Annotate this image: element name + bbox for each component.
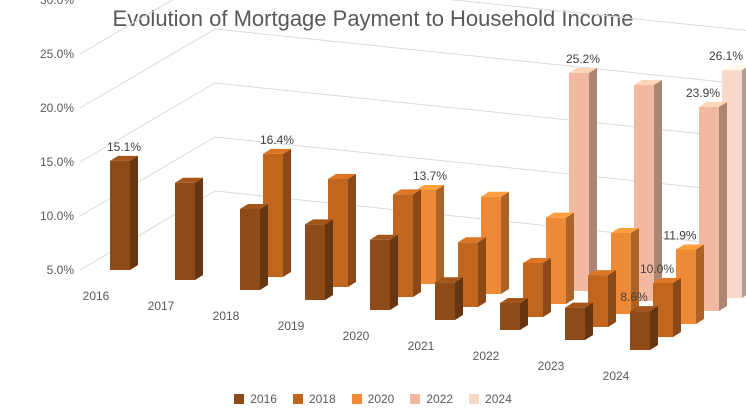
data-label: 25.2%: [566, 52, 600, 66]
y-tick-label: 30.0%: [40, 0, 74, 7]
legend-label: 2018: [308, 392, 336, 406]
legend-swatch: [351, 394, 362, 404]
legend-label: 2016: [250, 392, 277, 406]
legend-label: 2022: [426, 392, 454, 406]
gridline: [79, 0, 746, 55]
legend-item: 2022: [410, 392, 453, 406]
bar: [435, 277, 463, 320]
x-tick-label: 2022: [473, 349, 500, 363]
x-tick-label: 2024: [603, 369, 630, 383]
bar: [500, 298, 528, 330]
x-tick-label: 2019: [278, 319, 305, 333]
x-tick-label: 2018: [213, 309, 240, 323]
x-tick-label: 2021: [408, 339, 435, 353]
legend-label: 2024: [485, 392, 512, 406]
chart-title: Evolution of Mortgage Payment to Househo…: [112, 6, 634, 31]
legend-item: 2016: [234, 392, 277, 406]
bar: [630, 306, 658, 350]
data-label: 10.0%: [640, 262, 674, 276]
gridline: [79, 28, 746, 109]
gridline: [79, 82, 746, 163]
data-label: 8.6%: [620, 290, 648, 304]
data-label: 16.4%: [260, 133, 294, 147]
legend-swatch: [469, 394, 480, 404]
y-tick-label: 15.0%: [40, 155, 74, 169]
x-tick-label: 2020: [343, 329, 370, 343]
bar: [305, 219, 333, 300]
legend-item: 2024: [469, 392, 512, 406]
legend: 2016 2018 2020 2022 2024: [0, 392, 746, 406]
bar: [370, 234, 398, 310]
legend-item: 2018: [292, 392, 336, 406]
legend-swatch: [410, 394, 421, 404]
y-tick-label: 5.0%: [47, 263, 75, 277]
bar: [110, 155, 138, 270]
data-label: 11.9%: [663, 228, 696, 242]
y-tick-label: 25.0%: [40, 47, 74, 61]
bar: [240, 204, 268, 290]
bar: [175, 177, 203, 280]
chart-canvas: 5.0% 10.0% 15.0% 20.0% 25.0% 30.0% 2016 2017 201…: [40, 0, 746, 383]
y-tick-label: 10.0%: [40, 209, 74, 223]
x-tick-label: 2023: [538, 359, 565, 373]
data-label: 15.1%: [107, 140, 141, 154]
legend-swatch: [292, 394, 303, 404]
legend-item: 2020: [351, 392, 395, 406]
bar: [565, 302, 593, 340]
data-label: 13.7%: [413, 169, 447, 183]
y-tick-label: 20.0%: [40, 101, 74, 115]
legend-swatch: [234, 394, 245, 404]
x-tick-label: 2016: [83, 289, 110, 303]
data-label: 26.1%: [709, 49, 743, 63]
x-tick-label: 2017: [148, 299, 175, 313]
legend-label: 2020: [367, 392, 395, 406]
data-label: 23.9%: [686, 86, 720, 100]
